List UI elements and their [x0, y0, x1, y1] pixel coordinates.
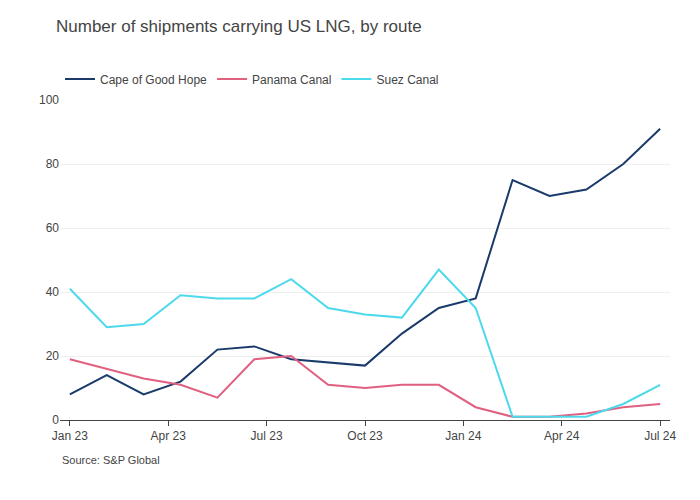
svg-text:Jan 23: Jan 23 [52, 429, 88, 443]
svg-text:Oct 23: Oct 23 [347, 429, 383, 443]
svg-text:20: 20 [46, 349, 60, 363]
svg-text:Jul 23: Jul 23 [251, 429, 283, 443]
svg-text:0: 0 [52, 413, 59, 427]
svg-text:Panama Canal: Panama Canal [252, 73, 331, 87]
svg-text:Suez Canal: Suez Canal [376, 73, 438, 87]
svg-text:Apr 23: Apr 23 [151, 429, 187, 443]
svg-text:40: 40 [46, 285, 60, 299]
svg-text:Source: S&P Global: Source: S&P Global [62, 454, 160, 466]
svg-text:80: 80 [46, 157, 60, 171]
svg-text:Number of shipments carrying U: Number of shipments carrying US LNG, by … [56, 17, 422, 36]
svg-text:100: 100 [39, 93, 59, 107]
svg-text:60: 60 [46, 221, 60, 235]
svg-text:Cape of Good Hope: Cape of Good Hope [100, 73, 207, 87]
svg-text:Jan 24: Jan 24 [445, 429, 481, 443]
svg-text:Jul 24: Jul 24 [644, 429, 676, 443]
svg-text:Apr 24: Apr 24 [544, 429, 580, 443]
